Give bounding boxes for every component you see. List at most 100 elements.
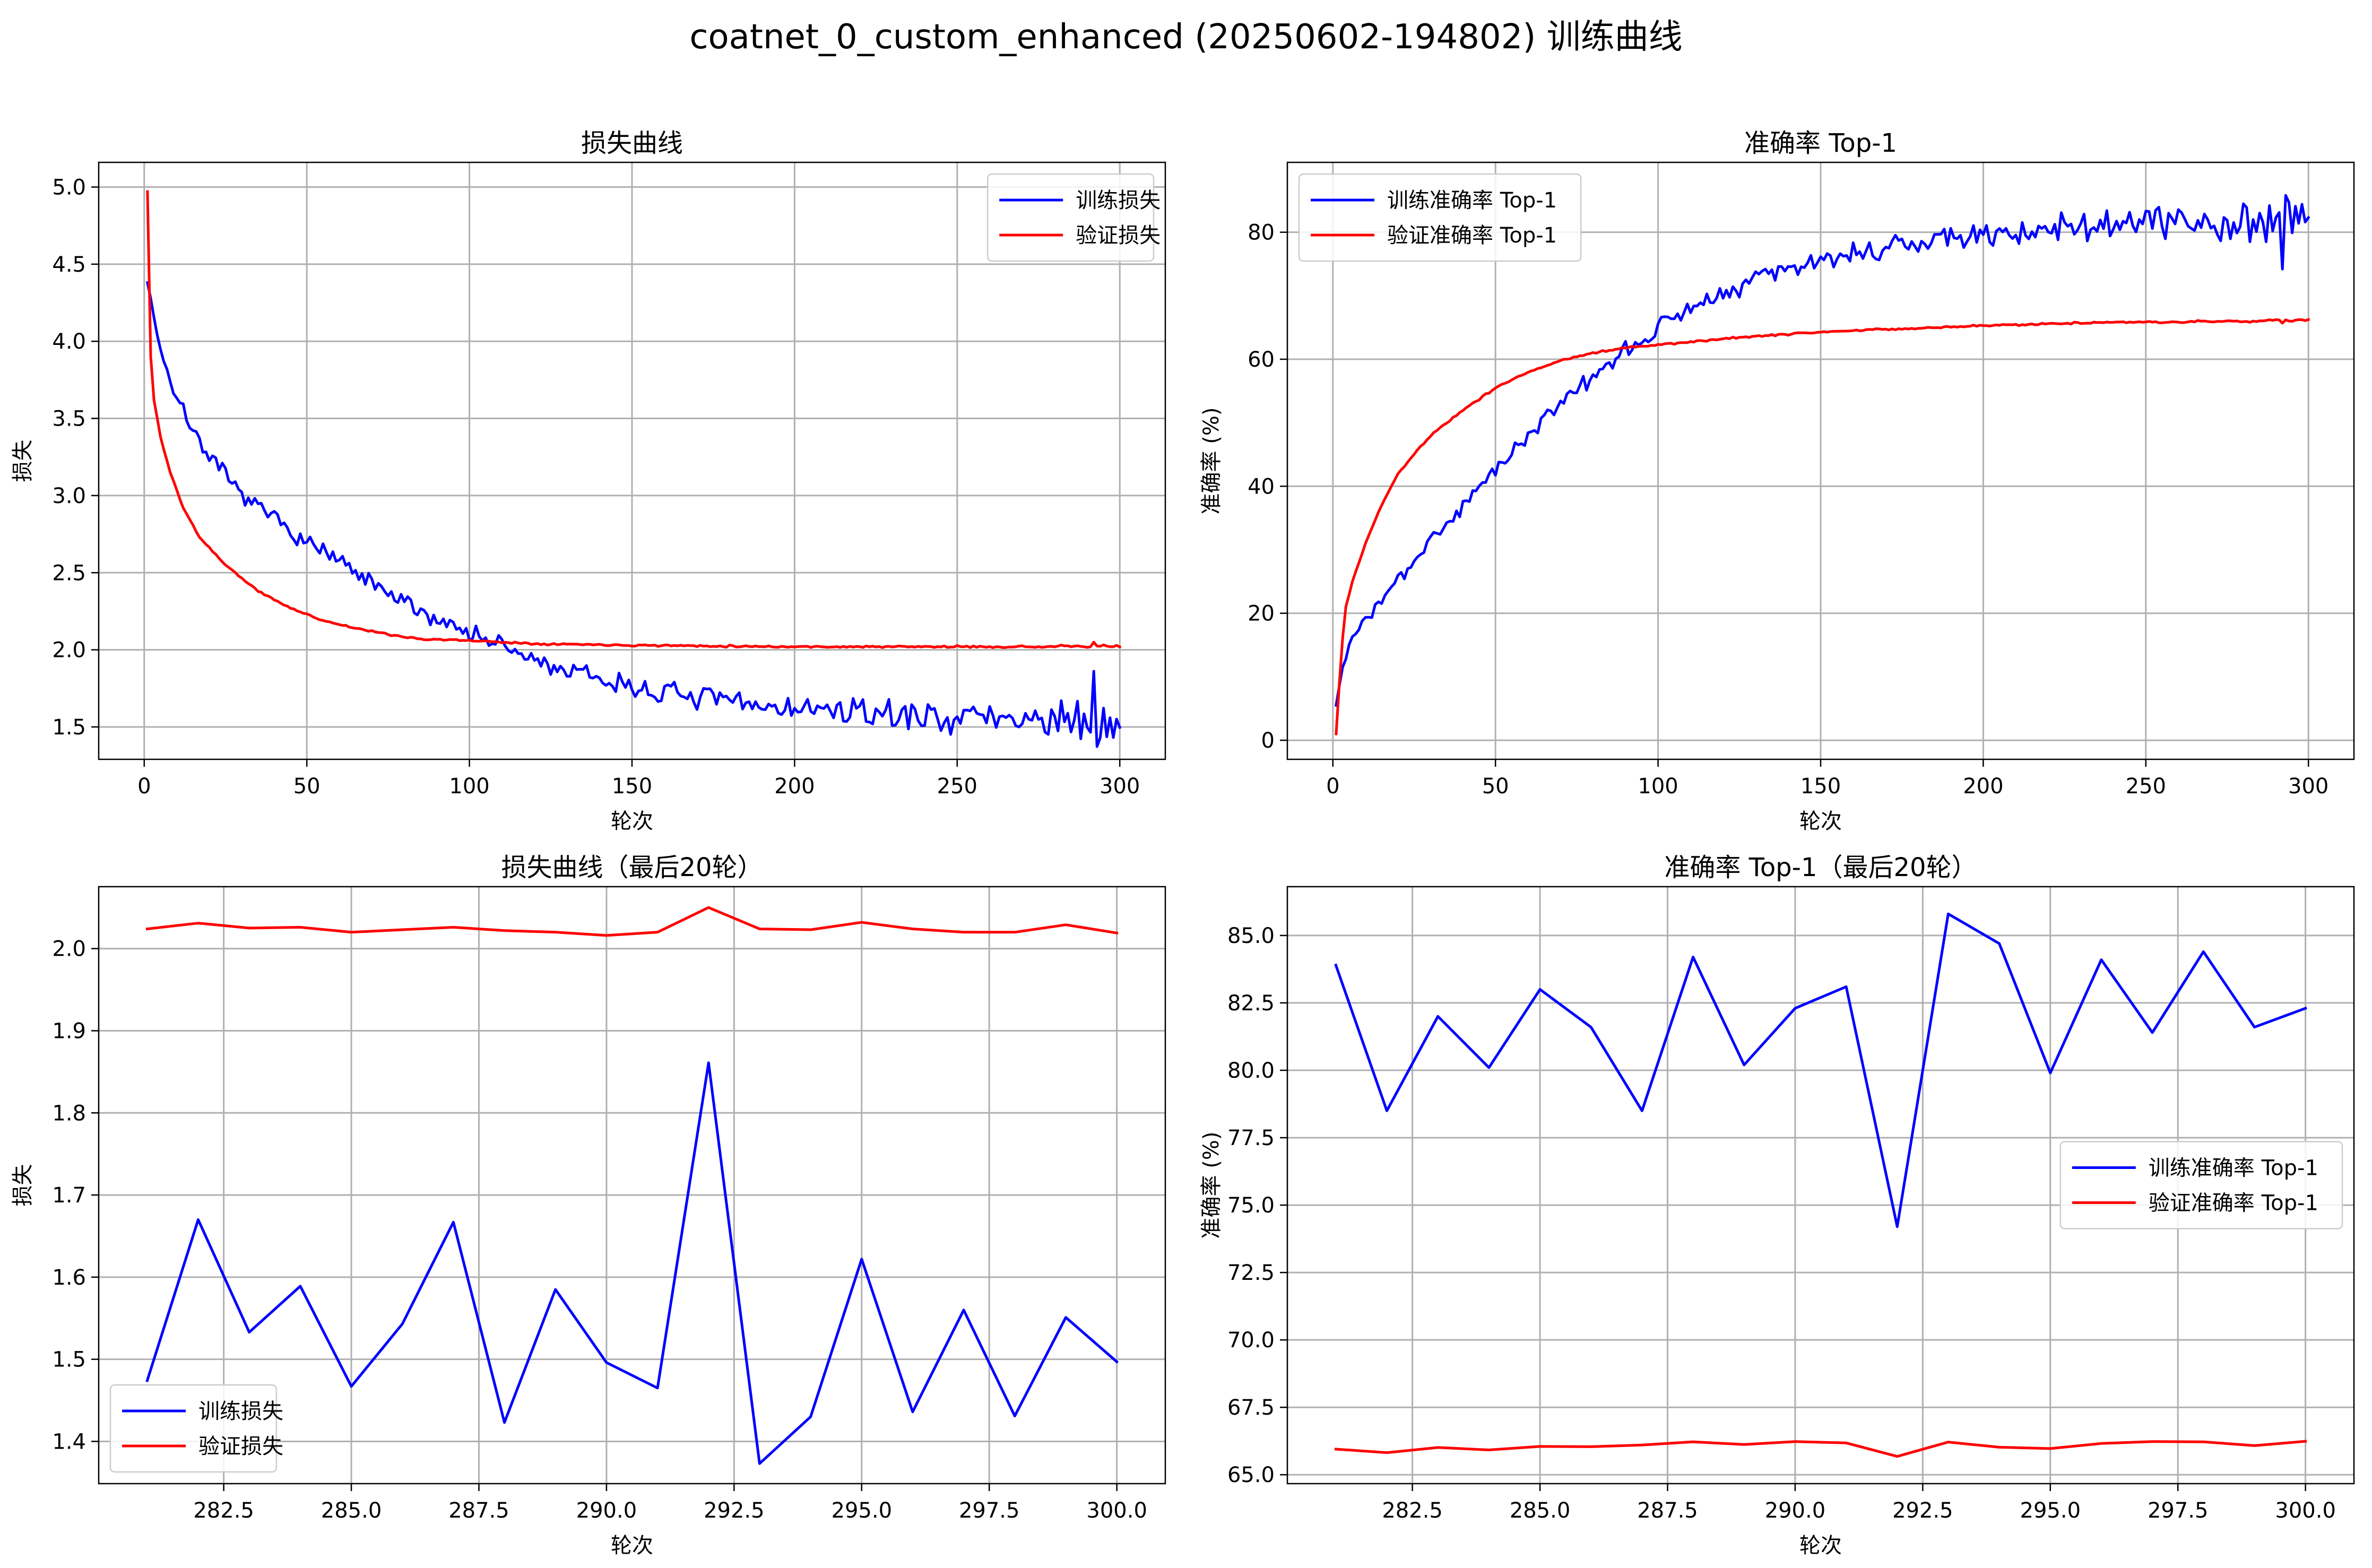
figure-title: coatnet_0_custom_enhanced (20250602-1948… [689, 18, 1683, 57]
series-line-train [145, 281, 1122, 748]
subplot-title: 准确率 Top-1（最后20轮） [1664, 853, 1977, 882]
x-tick-label: 150 [1800, 774, 1841, 799]
x-tick-label: 0 [1326, 774, 1339, 799]
y-tick-label: 2.0 [52, 638, 86, 663]
y-tick-label: 60 [1248, 348, 1275, 372]
y-axis-label: 损失 [11, 1164, 35, 1207]
x-tick-label: 150 [612, 774, 652, 799]
y-tick-label: 3.5 [52, 407, 86, 431]
legend-label: 训练准确率 Top-1 [2149, 1156, 2318, 1181]
legend-box [1298, 173, 1582, 262]
x-tick-label: 292.5 [1892, 1498, 1953, 1523]
y-tick-label: 1.6 [52, 1266, 86, 1290]
y-tick-label: 4.5 [52, 253, 86, 277]
y-tick-label: 4.0 [52, 330, 86, 354]
legend-label: 训练损失 [1076, 188, 1161, 213]
plot-lines [1334, 912, 2307, 1458]
legend-label: 验证准确率 Top-1 [2149, 1191, 2318, 1216]
x-tick-label: 200 [1963, 774, 2003, 799]
x-axis-label: 轮次 [1799, 1534, 1842, 1558]
y-tick-label: 85.0 [1227, 924, 1275, 948]
x-tick-label: 300 [1100, 774, 1140, 799]
legend: 训练准确率 Top-1 验证准确率 Top-1 [2059, 1141, 2343, 1229]
y-tick-label: 80.0 [1227, 1059, 1275, 1083]
y-tick-label: 67.5 [1227, 1396, 1275, 1420]
panel-acc_full: 0 50 100 150 200 250 300 0 20 40 60 80 准确率 Top-1 轮次 准确… [1199, 128, 2355, 834]
panel-loss_full: 0 50 100 150 200 250 300 1.5 2.0 2.5 3.0 3.5 4.0 4.5 5… [11, 128, 1166, 834]
x-tick-label: 282.5 [193, 1498, 254, 1523]
legend-label: 训练准确率 Top-1 [1387, 188, 1557, 213]
y-tick-label: 1.7 [52, 1183, 86, 1208]
x-tick-label: 285.0 [1510, 1498, 1571, 1523]
y-tick-label: 1.5 [52, 1348, 86, 1372]
x-axis-label: 轮次 [611, 1534, 653, 1558]
series-line-val [1334, 1440, 2307, 1458]
axes-frame [1286, 886, 2355, 1485]
y-tick-label: 1.4 [52, 1430, 86, 1454]
x-tick-label: 200 [774, 774, 815, 799]
y-tick-label: 1.8 [52, 1101, 86, 1125]
y-tick-label: 77.5 [1227, 1126, 1275, 1150]
x-tick-label: 285.0 [321, 1498, 382, 1523]
series-line-val [145, 906, 1119, 937]
y-tick-label: 0 [1261, 729, 1275, 753]
panel-loss_last20: 282.5 285.0 287.5 290.0 292.5 295.0 297.5 300.0… [11, 853, 1166, 1558]
y-tick-label: 5.0 [52, 176, 86, 200]
x-tick-label: 295.0 [2020, 1498, 2081, 1523]
y-tick-label: 40 [1248, 474, 1275, 499]
legend-box [2059, 1141, 2343, 1229]
x-tick-label: 300 [2288, 774, 2328, 799]
legend-label: 验证准确率 Top-1 [1387, 223, 1557, 248]
series-line-val [1335, 318, 2310, 735]
y-tick-label: 72.5 [1227, 1261, 1275, 1285]
x-axis-label: 轮次 [611, 809, 653, 834]
subplot-title: 准确率 Top-1 [1744, 128, 1897, 158]
y-tick-label: 70.0 [1227, 1328, 1275, 1353]
legend: 训练准确率 Top-1 验证准确率 Top-1 [1298, 173, 1582, 262]
x-tick-label: 50 [293, 774, 321, 799]
x-tick-label: 250 [937, 774, 977, 799]
series-line-train [1334, 912, 2307, 1228]
x-tick-label: 300.0 [1086, 1498, 1147, 1523]
legend-label: 验证损失 [1076, 223, 1161, 248]
x-tick-label: 282.5 [1382, 1498, 1443, 1523]
x-tick-label: 297.5 [959, 1498, 1020, 1523]
x-tick-label: 290.0 [1765, 1498, 1826, 1523]
x-tick-label: 297.5 [2148, 1498, 2209, 1523]
plot-lines [145, 190, 1122, 748]
series-line-train [1335, 194, 2310, 707]
x-axis-label: 轮次 [1799, 809, 1842, 834]
plot-lines [1335, 194, 2310, 735]
subplot-title: 损失曲线（最后20轮） [501, 853, 763, 882]
y-tick-label: 82.5 [1227, 991, 1275, 1016]
series-line-val [146, 190, 1122, 649]
x-tick-label: 300.0 [2275, 1498, 2336, 1523]
legend-box [109, 1384, 278, 1473]
panel-acc_last20: 282.5 285.0 287.5 290.0 292.5 295.0 297.5 300.0… [1199, 853, 2355, 1558]
y-axis-label: 准确率 (%) [1199, 1132, 1224, 1239]
x-tick-label: 100 [449, 774, 489, 799]
y-tick-label: 65.0 [1227, 1463, 1275, 1487]
x-tick-label: 295.0 [832, 1498, 893, 1523]
legend-label: 训练损失 [198, 1399, 283, 1424]
y-tick-label: 3.0 [52, 484, 86, 508]
axes-frame [98, 886, 1166, 1485]
x-tick-label: 250 [2126, 774, 2166, 799]
series-line-train [145, 1061, 1119, 1465]
y-tick-label: 75.0 [1227, 1193, 1275, 1218]
x-tick-label: 287.5 [1637, 1498, 1698, 1523]
y-axis-label: 准确率 (%) [1199, 408, 1224, 515]
subplot-title: 损失曲线 [581, 128, 683, 158]
x-tick-label: 290.0 [576, 1498, 637, 1523]
x-tick-label: 287.5 [448, 1498, 509, 1523]
legend-box [986, 173, 1155, 262]
x-tick-label: 0 [137, 774, 151, 799]
x-tick-label: 100 [1638, 774, 1678, 799]
y-tick-label: 1.5 [52, 715, 86, 740]
plot-lines [145, 906, 1119, 1465]
y-tick-label: 80 [1248, 221, 1275, 245]
